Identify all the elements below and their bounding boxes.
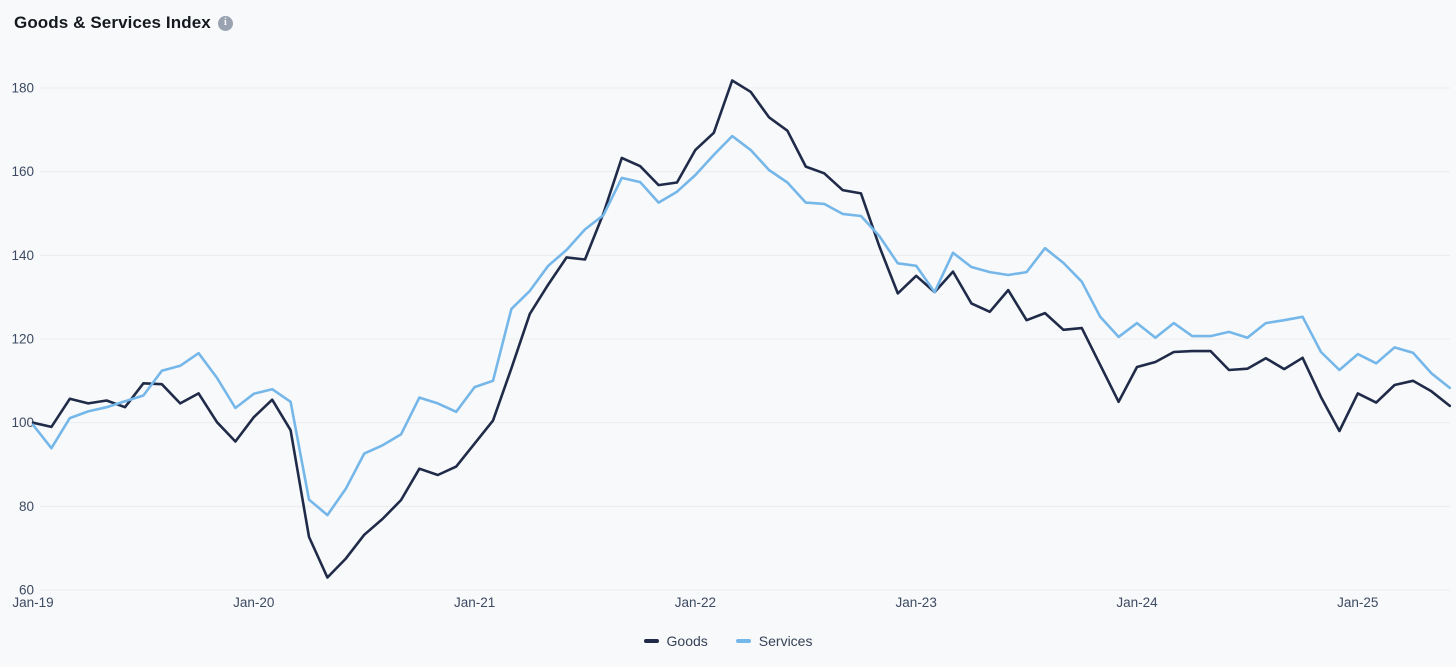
legend-label-goods: Goods: [666, 633, 708, 649]
x-tick-label-Jan-24: Jan-24: [1116, 595, 1158, 610]
y-tick-label-140: 140: [11, 248, 34, 263]
x-tick-label-Jan-21: Jan-21: [454, 595, 495, 610]
chart-legend: Goods Services: [0, 633, 1456, 649]
chart-area: 60 80 100 120 140 160 180 Jan-19 Jan-20 Jan-21 Jan…: [0, 0, 1456, 620]
legend-label-services: Services: [758, 633, 813, 649]
x-tick-label-Jan-19: Jan-19: [12, 595, 53, 610]
info-icon[interactable]: i: [217, 15, 233, 31]
x-tick-label-Jan-20: Jan-20: [233, 595, 274, 610]
services-series-dash-icon: [735, 639, 751, 643]
legend-item-goods[interactable]: Goods: [643, 633, 708, 649]
y-tick-label-80: 80: [19, 499, 34, 514]
y-tick-label-180: 180: [11, 81, 34, 96]
y-tick-label-100: 100: [11, 415, 34, 430]
line-chart[interactable]: 60 80 100 120 140 160 180 Jan-19 Jan-20 Jan-21 Jan…: [0, 0, 1456, 620]
legend-item-services[interactable]: Services: [735, 633, 813, 649]
x-tick-label-Jan-23: Jan-23: [896, 595, 937, 610]
x-tick-label-Jan-25: Jan-25: [1337, 595, 1378, 610]
x-tick-label-Jan-22: Jan-22: [675, 595, 716, 610]
y-tick-label-60: 60: [19, 583, 34, 598]
series-line-goods: [31, 79, 1452, 579]
y-tick-label-160: 160: [11, 164, 34, 179]
y-tick-label-120: 120: [11, 332, 34, 347]
series-line-services: [31, 134, 1452, 517]
goods-series-dash-icon: [643, 639, 659, 643]
chart-title: Goods & Services Index: [14, 13, 211, 32]
chart-header: Goods & Services Index i: [14, 13, 233, 33]
